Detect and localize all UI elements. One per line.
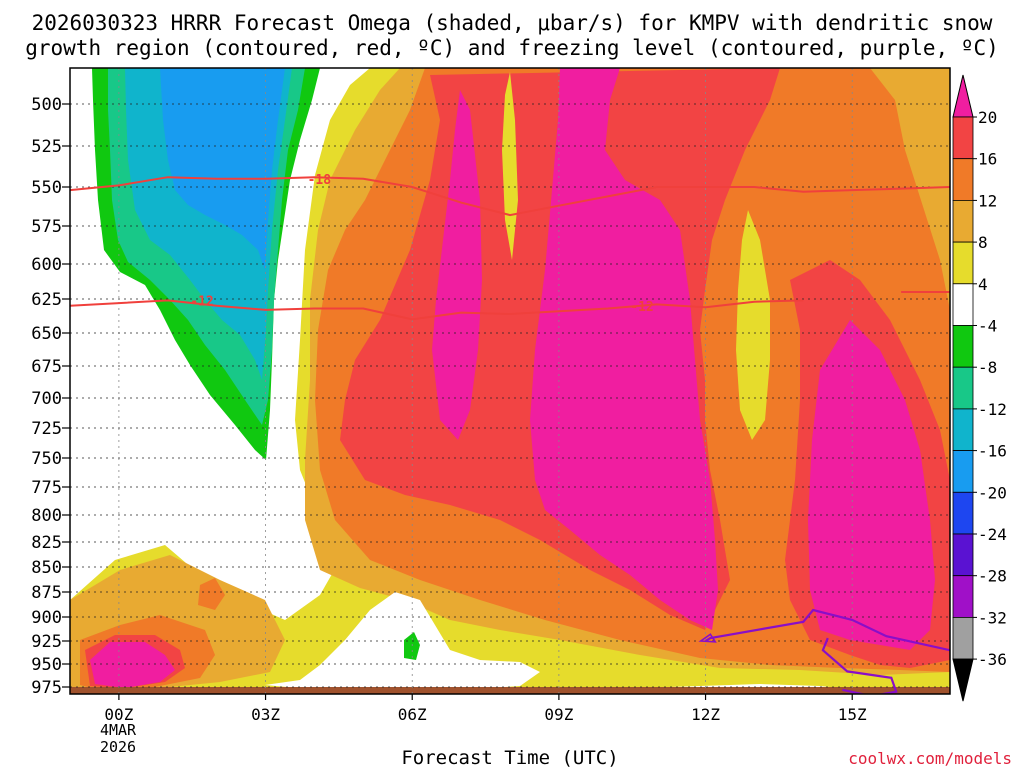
shade-yellow-island-1 bbox=[736, 210, 770, 440]
shade-blue-dn20 bbox=[160, 68, 285, 270]
y-tick-label-975: 975 bbox=[31, 678, 62, 698]
freezing-level-contour bbox=[705, 608, 950, 652]
colorbar-label-6: -8 bbox=[978, 358, 997, 377]
colorbar-segment-8 bbox=[952, 450, 974, 493]
plot-area: -18 -12 -12 bbox=[70, 68, 950, 694]
y-tick-label-650: 650 bbox=[31, 324, 62, 344]
dgz-label-minus12-a: -12 bbox=[190, 294, 213, 309]
dgz-minus12-contour bbox=[70, 299, 804, 321]
colorbar-segment-4 bbox=[952, 283, 974, 326]
date-label-year: 2026 bbox=[100, 738, 136, 756]
y-tick-label-925: 925 bbox=[31, 632, 62, 652]
chart-title-line-1: 2026030323 HRRR Forecast Omega (shaded, … bbox=[32, 11, 993, 35]
x-tick-label-00Z: 00Z bbox=[104, 705, 133, 724]
colorbar-label-13: -36 bbox=[978, 650, 1007, 669]
colorbar-label-0: 20 bbox=[978, 108, 997, 127]
freezing-level-contour-small bbox=[698, 633, 717, 643]
dgz-minus18-contour bbox=[70, 176, 950, 217]
y-tick-label-800: 800 bbox=[31, 506, 62, 526]
shade-magenta-left bbox=[432, 90, 482, 440]
colorbar-label-10: -24 bbox=[978, 525, 1007, 544]
y-tick-label-850: 850 bbox=[31, 558, 62, 578]
y-tick-label-750: 750 bbox=[31, 449, 62, 469]
x-tick-label-12Z: 12Z bbox=[691, 705, 720, 724]
y-tick-label-775: 775 bbox=[31, 478, 62, 498]
colorbar-label-7: -12 bbox=[978, 400, 1007, 419]
freezing-level-contour-loop bbox=[821, 637, 898, 694]
y-tick-label-950: 950 bbox=[31, 655, 62, 675]
colorbar-segment-2 bbox=[952, 199, 974, 243]
y-tick-label-550: 550 bbox=[31, 178, 62, 198]
colorbar-label-2: 12 bbox=[978, 191, 997, 210]
shade-white-bottom bbox=[265, 592, 540, 690]
y-tick-label-875: 875 bbox=[31, 583, 62, 603]
ground-strip bbox=[70, 687, 950, 694]
y-tick-label-625: 625 bbox=[31, 290, 62, 310]
dgz-label-minus12-b: -12 bbox=[630, 300, 653, 315]
colorbar-label-12: -32 bbox=[978, 608, 1007, 627]
x-tick-label-06Z: 06Z bbox=[398, 705, 427, 724]
y-tick-label-575: 575 bbox=[31, 217, 62, 237]
plot-frame bbox=[69, 67, 951, 695]
y-tick-label-600: 600 bbox=[31, 255, 62, 275]
x-axis-title: Forecast Time (UTC) bbox=[401, 747, 618, 768]
colorbar-segment-10 bbox=[952, 533, 974, 577]
y-axis: 500 525 550 575 600 625 650 675 700 725 750 775 800 8… bbox=[31, 95, 70, 698]
colorbar-segment-3 bbox=[952, 241, 974, 285]
y-tick-label-825: 825 bbox=[31, 533, 62, 553]
shade-yellow-island-2 bbox=[502, 72, 518, 260]
colorbar-bottom-triangle bbox=[952, 658, 974, 702]
x-axis: 00Z 03Z 06Z 09Z 12Z 15Z bbox=[104, 694, 867, 724]
colorbar: 20 16 12 8 4 -4 -8 -12 -16 -20 -24 -28 -32 -36 bbox=[952, 74, 1007, 702]
colorbar-segment-1 bbox=[952, 158, 974, 201]
colorbar-label-11: -28 bbox=[978, 567, 1007, 586]
y-tick-label-675: 675 bbox=[31, 357, 62, 377]
colorbar-label-1: 16 bbox=[978, 150, 997, 169]
colorbar-segment-12 bbox=[952, 617, 974, 660]
colorbar-label-8: -16 bbox=[978, 442, 1007, 461]
colorbar-segment-5 bbox=[952, 325, 974, 368]
colorbar-label-9: -20 bbox=[978, 483, 1007, 502]
source-watermark: coolwx.com/models bbox=[848, 749, 1012, 768]
x-tick-label-15Z: 15Z bbox=[838, 705, 867, 724]
colorbar-label-3: 8 bbox=[978, 233, 988, 252]
chart-title-line-2: growth region (contoured, red, ºC) and f… bbox=[25, 36, 999, 60]
colorbar-segment-6 bbox=[952, 366, 974, 410]
x-tick-label-03Z: 03Z bbox=[251, 705, 280, 724]
colorbar-label-4: 4 bbox=[978, 275, 988, 294]
y-tick-label-700: 700 bbox=[31, 389, 62, 409]
shade-magenta-lower-left bbox=[90, 642, 175, 688]
date-label-day: 4MAR bbox=[100, 721, 137, 739]
x-tick-label-09Z: 09Z bbox=[544, 705, 573, 724]
y-tick-label-525: 525 bbox=[31, 137, 62, 157]
colorbar-segment-11 bbox=[952, 575, 974, 618]
y-tick-label-500: 500 bbox=[31, 95, 62, 115]
shade-magenta-right bbox=[808, 320, 935, 650]
y-tick-label-900: 900 bbox=[31, 608, 62, 628]
shade-magenta-center bbox=[530, 68, 718, 630]
y-tick-label-725: 725 bbox=[31, 419, 62, 439]
colorbar-segment-7 bbox=[952, 408, 974, 451]
colorbar-top-triangle bbox=[952, 74, 974, 118]
dgz-label-minus18: -18 bbox=[308, 173, 332, 188]
shade-orange-small-blob bbox=[198, 578, 225, 610]
colorbar-segment-9 bbox=[952, 491, 974, 535]
colorbar-label-5: -4 bbox=[978, 317, 997, 336]
colorbar-segment-0 bbox=[952, 116, 974, 160]
